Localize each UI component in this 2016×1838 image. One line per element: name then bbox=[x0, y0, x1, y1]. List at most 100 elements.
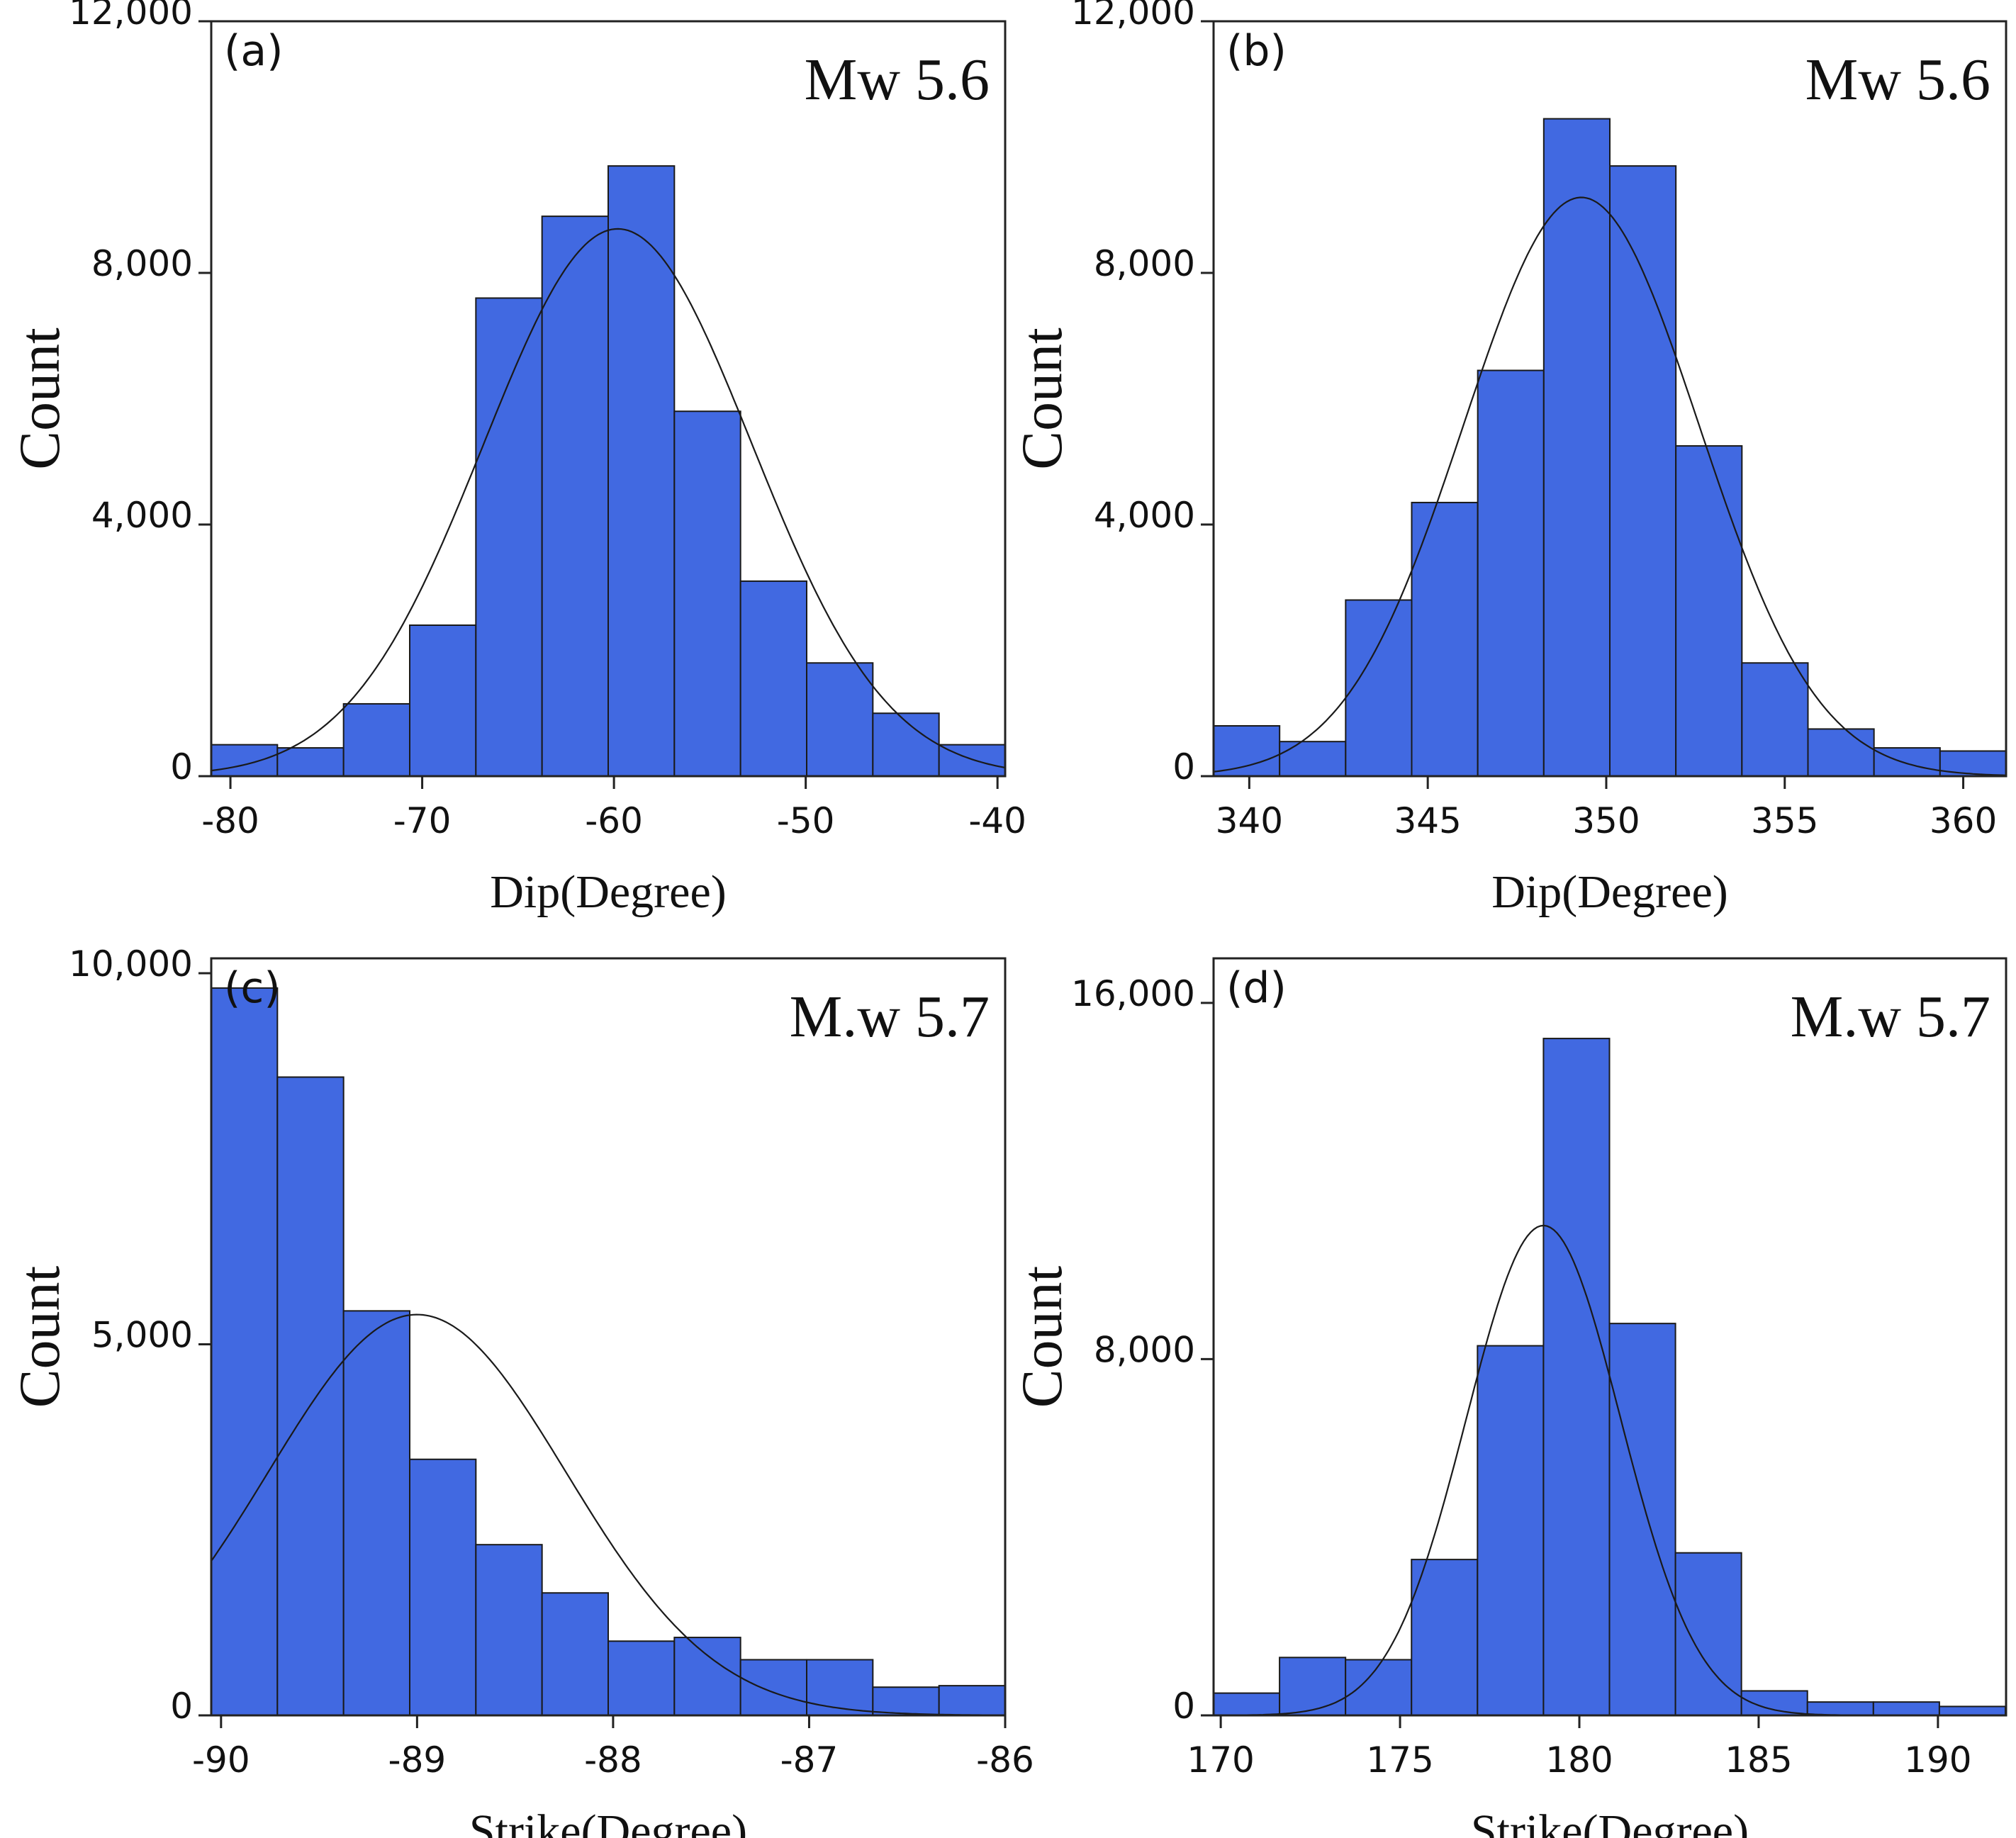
magnitude-annotation: M.w 5.7 bbox=[1791, 984, 1990, 1050]
y-tick-label: 12,000 bbox=[69, 0, 193, 33]
x-tick-label: -40 bbox=[968, 800, 1026, 841]
histogram-bar bbox=[1609, 165, 1677, 777]
histogram-bar bbox=[1213, 725, 1281, 777]
histogram-bar bbox=[1675, 445, 1743, 777]
x-tick-label: -86 bbox=[976, 1739, 1034, 1781]
y-tick-label: 16,000 bbox=[1071, 973, 1195, 1014]
histogram-bar bbox=[342, 1310, 410, 1716]
histogram-bar bbox=[1806, 1701, 1874, 1716]
x-axis-title: Dip(Degree) bbox=[490, 866, 726, 918]
histogram-bar bbox=[739, 580, 807, 777]
y-axis-title: Count bbox=[7, 327, 72, 470]
x-tick-label: 185 bbox=[1725, 1739, 1792, 1781]
plot-frame bbox=[210, 957, 1007, 1717]
x-tick-label: 350 bbox=[1572, 800, 1640, 841]
x-tick-label: 355 bbox=[1751, 800, 1818, 841]
y-tick-label: 8,000 bbox=[1094, 1329, 1195, 1370]
plot-frame bbox=[1212, 20, 2007, 778]
y-axis-title: Count bbox=[1009, 327, 1074, 470]
histogram-bar bbox=[1477, 1345, 1545, 1716]
histogram-bar bbox=[1873, 747, 1941, 777]
panel-b: 340 345 350 355 360 0 4,000 8,000 12,000 Dip(Degr… bbox=[1009, 0, 2007, 918]
x-tick-label: 345 bbox=[1394, 800, 1461, 841]
histogram-bar bbox=[1345, 1659, 1413, 1717]
histogram-bar bbox=[475, 1544, 543, 1717]
x-tick-label: -89 bbox=[388, 1739, 447, 1781]
panel-a: -80 -70 -60 -50 -40 0 4,000 8,000 12,000 Dip(Degr… bbox=[7, 0, 1026, 918]
panel-label: (a) bbox=[224, 26, 284, 76]
y-tick-label: 10,000 bbox=[69, 943, 193, 985]
magnitude-annotation: M.w 5.7 bbox=[790, 984, 990, 1050]
normal-fit-curve bbox=[211, 1313, 1006, 1716]
x-tick-label: -88 bbox=[584, 1739, 642, 1781]
histogram-bar bbox=[1345, 599, 1413, 777]
histogram-bar bbox=[607, 165, 676, 777]
histogram-bar bbox=[211, 987, 279, 1716]
y-tick-label: 4,000 bbox=[91, 495, 193, 536]
x-tick-label: -87 bbox=[780, 1739, 839, 1781]
histogram-bar bbox=[276, 1076, 345, 1716]
y-tick-label: 8,000 bbox=[1094, 243, 1195, 284]
histogram-bar bbox=[1279, 1657, 1347, 1716]
histogram-bar bbox=[1542, 118, 1611, 777]
y-tick-label: 0 bbox=[170, 1686, 193, 1727]
x-axis-title: Dip(Degree) bbox=[1491, 866, 1727, 918]
x-tick-label: 175 bbox=[1366, 1739, 1433, 1781]
x-axis-title: Strike(Degree) bbox=[1471, 1805, 1749, 1838]
histogram-bar bbox=[276, 747, 345, 777]
x-tick-label: 170 bbox=[1187, 1739, 1254, 1781]
magnitude-annotation: Mw 5.6 bbox=[805, 47, 990, 113]
x-tick-label: -90 bbox=[192, 1739, 250, 1781]
normal-fit-curve bbox=[211, 228, 1006, 772]
histogram-bar bbox=[1608, 1323, 1676, 1716]
histogram-bar bbox=[211, 744, 279, 777]
panel-label: (d) bbox=[1226, 963, 1287, 1013]
histogram-bar bbox=[541, 215, 610, 777]
y-tick-label: 4,000 bbox=[1094, 495, 1195, 536]
histogram-bar bbox=[806, 662, 874, 777]
panel-c: -90 -89 -88 -87 -86 0 5,000 10,000 Strike(Degree… bbox=[7, 943, 1034, 1838]
histogram-bar bbox=[872, 1686, 940, 1716]
histogram-bar bbox=[673, 1637, 741, 1717]
plot-frame bbox=[1212, 957, 2007, 1717]
histogram-bar bbox=[1741, 662, 1809, 777]
x-tick-label: -70 bbox=[393, 800, 452, 841]
histogram-bar bbox=[1213, 1692, 1281, 1716]
histogram-bar bbox=[342, 702, 410, 777]
histogram-bar bbox=[475, 297, 543, 777]
histogram-bar bbox=[1674, 1552, 1742, 1716]
histogram-bar bbox=[1872, 1701, 1940, 1716]
y-tick-label: 0 bbox=[1172, 746, 1195, 788]
x-tick-label: 340 bbox=[1216, 800, 1283, 841]
histogram-bar bbox=[409, 624, 477, 777]
y-tick-label: 0 bbox=[170, 746, 193, 788]
y-tick-label: 5,000 bbox=[91, 1314, 193, 1355]
histogram-bar bbox=[541, 1592, 610, 1717]
x-tick-label: 190 bbox=[1904, 1739, 1971, 1781]
histogram-bar bbox=[806, 1659, 874, 1717]
x-tick-label: 180 bbox=[1545, 1739, 1613, 1781]
histogram-bar bbox=[739, 1659, 807, 1717]
x-tick-label: -50 bbox=[777, 800, 835, 841]
y-tick-label: 12,000 bbox=[1071, 0, 1195, 33]
magnitude-annotation: Mw 5.6 bbox=[1805, 47, 1990, 113]
y-axis-title: Count bbox=[1009, 1266, 1074, 1408]
x-tick-label: 360 bbox=[1930, 800, 1997, 841]
normal-fit-curve bbox=[1213, 196, 2007, 776]
histogram-bar bbox=[1938, 1705, 2006, 1717]
plot-frame bbox=[210, 20, 1007, 778]
panel-label: (b) bbox=[1226, 26, 1287, 76]
histogram-bar bbox=[938, 1685, 1006, 1717]
panel-d: 170 175 180 185 190 0 8,000 16,000 Strike(Degree… bbox=[1009, 957, 2007, 1838]
histogram-bar bbox=[1411, 1559, 1479, 1717]
histogram-bar bbox=[1477, 369, 1545, 777]
histogram-bar bbox=[673, 410, 741, 777]
histogram-bar bbox=[409, 1458, 477, 1716]
histogram-bar bbox=[607, 1640, 676, 1717]
histogram-bar bbox=[1807, 728, 1875, 777]
x-axis-title: Strike(Degree) bbox=[469, 1805, 747, 1838]
histogram-bar bbox=[1279, 741, 1347, 777]
x-tick-label: -80 bbox=[201, 800, 259, 841]
histogram-bar bbox=[872, 712, 940, 777]
